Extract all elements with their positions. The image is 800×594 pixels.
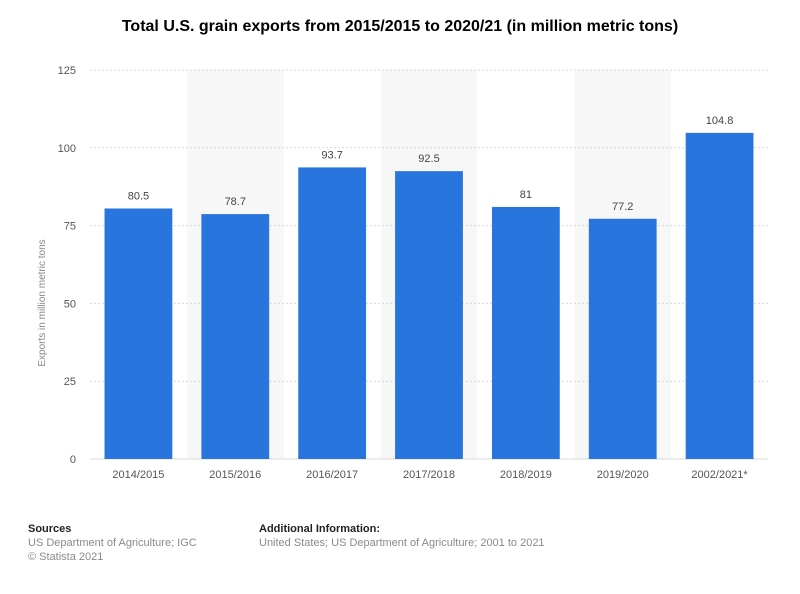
x-tick-label: 2017/2018 — [403, 469, 455, 481]
y-tick-label: 0 — [70, 454, 76, 466]
y-tick-label: 25 — [64, 376, 76, 388]
bar — [685, 132, 754, 459]
value-label: 93.7 — [321, 149, 342, 161]
x-tick-labels: 2014/2015 2015/2016 2016/2017 2017/2018 2018… — [112, 469, 748, 481]
x-tick-label: 2019/2020 — [597, 469, 649, 481]
sources-line: US Department of Agriculture; IGC — [28, 537, 197, 549]
x-tick-label: 2018/2019 — [500, 469, 552, 481]
value-labels: 80.5 78.7 93.7 92.5 81 77.2 104.8 — [128, 115, 734, 213]
sources-block: Sources US Department of Agriculture; IG… — [28, 522, 197, 564]
copyright-line: © Statista 2021 — [28, 551, 104, 563]
x-tick-label: 2015/2016 — [209, 469, 261, 481]
value-label: 104.8 — [706, 115, 734, 127]
y-tick-label: 75 — [64, 221, 76, 233]
y-tick-label: 125 — [58, 65, 76, 77]
x-tick-label: 2016/2017 — [306, 469, 358, 481]
bar — [201, 214, 270, 459]
bar-chart: 0 25 50 75 100 125 Exports in million metric … — [37, 65, 768, 481]
sources-title: Sources — [28, 523, 72, 535]
bar — [298, 167, 367, 460]
y-tick-label: 100 — [58, 143, 76, 155]
chart-title: Total U.S. grain exports from 2015/2015 … — [121, 18, 679, 35]
bars — [104, 132, 754, 460]
bar — [491, 206, 560, 459]
additional-info-line: United States; US Department of Agricult… — [259, 537, 545, 549]
value-label: 78.7 — [225, 196, 246, 208]
bar — [588, 218, 657, 459]
additional-info-title: Additional Information: — [259, 523, 380, 535]
bar — [104, 208, 173, 459]
y-axis-label: Exports in million metric tons — [37, 239, 48, 366]
y-tick-labels: 0 25 50 75 100 125 — [58, 65, 76, 466]
additional-info-block: Additional Information: United States; U… — [259, 522, 545, 550]
value-label: 92.5 — [418, 153, 439, 165]
value-label: 81 — [520, 189, 532, 201]
value-label: 80.5 — [128, 190, 149, 202]
y-tick-label: 50 — [64, 298, 76, 310]
x-tick-label: 2002/2021* — [691, 469, 748, 481]
bar — [395, 171, 463, 459]
x-tick-label: 2014/2015 — [112, 469, 164, 481]
value-label: 77.2 — [612, 201, 633, 213]
